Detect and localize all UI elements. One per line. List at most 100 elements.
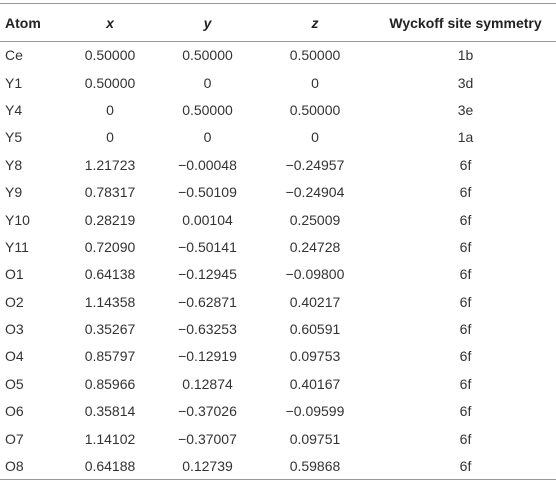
table-cell: 0.78317 xyxy=(84,184,136,201)
table-cell: 0 xyxy=(203,74,212,91)
table-cell: 6f xyxy=(459,184,472,201)
table-cell: Y10 xyxy=(5,211,30,228)
table-body: Ce 0.50000 0.50000 0.50000 1b Y1 0.50000 0 0 3d Y4… xyxy=(0,42,556,480)
table-cell: 0.35267 xyxy=(84,321,136,338)
table-cell: 0.64188 xyxy=(84,457,136,474)
table-cell: −0.09800 xyxy=(285,266,345,283)
table-cell: 0 xyxy=(203,129,212,146)
column-header: Atom xyxy=(5,14,41,31)
table-cell: 6f xyxy=(459,375,472,392)
table-cell: 0 xyxy=(311,74,319,91)
table-row: Ce 0.50000 0.50000 0.50000 1b xyxy=(0,42,556,69)
table-row: Y8 1.21723 −0.00048 −0.24957 6f xyxy=(0,151,556,178)
table-cell: 0.72090 xyxy=(84,238,136,255)
table-cell: O2 xyxy=(5,293,24,310)
table-cell: 0.09751 xyxy=(289,430,341,447)
table-cell: −0.09599 xyxy=(285,403,345,420)
table-row: Y1 0.50000 0 0 3d xyxy=(0,69,556,96)
table-cell: 6f xyxy=(459,321,472,338)
table-cell: 0.60591 xyxy=(289,321,341,338)
table-cell: 6f xyxy=(459,211,472,228)
table-row: Y5 0 0 0 1a xyxy=(0,124,556,151)
table-row: O4 0.85797 −0.12919 0.09753 6f xyxy=(0,343,556,370)
table-cell: 0.00104 xyxy=(182,211,233,228)
table-cell: 0.59868 xyxy=(289,457,341,474)
table-cell: −0.63253 xyxy=(178,321,237,338)
data-table: Atom x y z Wyckoff site symmetry Ce 0.50000 0.… xyxy=(0,3,556,480)
table-cell: O6 xyxy=(5,403,24,420)
table-cell: 6f xyxy=(459,266,472,283)
table-header: Atom x y z Wyckoff site symmetry xyxy=(0,3,556,42)
table-cell: O4 xyxy=(5,348,24,365)
table-cell: 0.24728 xyxy=(289,238,341,255)
table-row: Y11 0.72090 −0.50141 0.24728 6f xyxy=(0,233,556,260)
table-cell: Y1 xyxy=(5,74,23,91)
table-row: O1 0.64138 −0.12945 −0.09800 6f xyxy=(0,261,556,288)
table-cell: −0.37007 xyxy=(178,430,237,447)
table-cell: 0.50000 xyxy=(182,101,233,118)
table-cell: O5 xyxy=(5,375,24,392)
table-cell: 0.09753 xyxy=(289,348,341,365)
table-row: Y9 0.78317 −0.50109 −0.24904 6f xyxy=(0,178,556,205)
table-cell: O1 xyxy=(5,266,24,283)
table-cell: 0 xyxy=(311,129,319,146)
table-cell: Y9 xyxy=(5,184,23,201)
column-header: Wyckoff site symmetry xyxy=(389,14,542,31)
table-cell: 0.85966 xyxy=(84,375,136,392)
table-cell: 1.21723 xyxy=(84,156,136,173)
table-cell: 1a xyxy=(457,129,474,146)
table-cell: 0.50000 xyxy=(84,74,136,91)
table-cell: 0.64138 xyxy=(84,266,136,283)
table-cell: 6f xyxy=(459,293,472,310)
table-cell: 6f xyxy=(459,238,472,255)
table-cell: 0.12739 xyxy=(182,457,233,474)
header-row: Atom x y z Wyckoff site symmetry xyxy=(0,3,556,42)
table-row: O3 0.35267 −0.63253 0.60591 6f xyxy=(0,315,556,342)
column-header: x xyxy=(106,14,114,31)
table-cell: −0.62871 xyxy=(178,293,237,310)
table-cell: O3 xyxy=(5,321,24,338)
table-cell: 6f xyxy=(459,403,472,420)
table-cell: −0.12945 xyxy=(178,266,237,283)
table-cell: −0.12919 xyxy=(178,348,237,365)
table-cell: −0.00048 xyxy=(178,156,237,173)
table-cell: 0.40217 xyxy=(289,293,341,310)
table-cell: 0.12874 xyxy=(182,375,233,392)
column-header: y xyxy=(203,14,212,31)
table-cell: 1.14102 xyxy=(84,430,136,447)
table-cell: 0.50000 xyxy=(289,101,341,118)
table-cell: 3e xyxy=(457,101,474,118)
table-cell: 0.28219 xyxy=(84,211,136,228)
table-cell: Ce xyxy=(5,47,23,64)
table-cell: 6f xyxy=(459,430,472,447)
table-cell: 0.50000 xyxy=(182,47,233,64)
table-row: O6 0.35814 −0.37026 −0.09599 6f xyxy=(0,398,556,425)
table-row: O5 0.85966 0.12874 0.40167 6f xyxy=(0,370,556,397)
table-cell: Y8 xyxy=(5,156,23,173)
table-cell: O8 xyxy=(5,457,24,474)
table-row: O2 1.14358 −0.62871 0.40217 6f xyxy=(0,288,556,315)
table-cell: 0.40167 xyxy=(289,375,341,392)
table-cell: 0.50000 xyxy=(84,47,136,64)
table-cell: 0.35814 xyxy=(84,403,136,420)
table-cell: −0.24957 xyxy=(285,156,345,173)
table-cell: 3d xyxy=(457,74,474,91)
table-cell: 1.14358 xyxy=(84,293,136,310)
table-cell: Y5 xyxy=(5,129,23,146)
column-header: z xyxy=(311,14,319,31)
table-cell: 1b xyxy=(457,47,474,64)
table-cell: 0 xyxy=(106,129,114,146)
table-cell: 0.85797 xyxy=(84,348,136,365)
table-cell: 6f xyxy=(459,156,472,173)
table-cell: 6f xyxy=(459,457,472,474)
table-cell: −0.50141 xyxy=(178,238,237,255)
table-cell: Y4 xyxy=(5,101,23,118)
table-cell: −0.37026 xyxy=(178,403,237,420)
table-cell: −0.50109 xyxy=(178,184,237,201)
table-cell: 0 xyxy=(106,101,114,118)
table-cell: 0.50000 xyxy=(289,47,341,64)
table-cell: Y11 xyxy=(5,238,29,255)
table-cell: 0.25009 xyxy=(289,211,341,228)
table-cell: O7 xyxy=(5,430,24,447)
